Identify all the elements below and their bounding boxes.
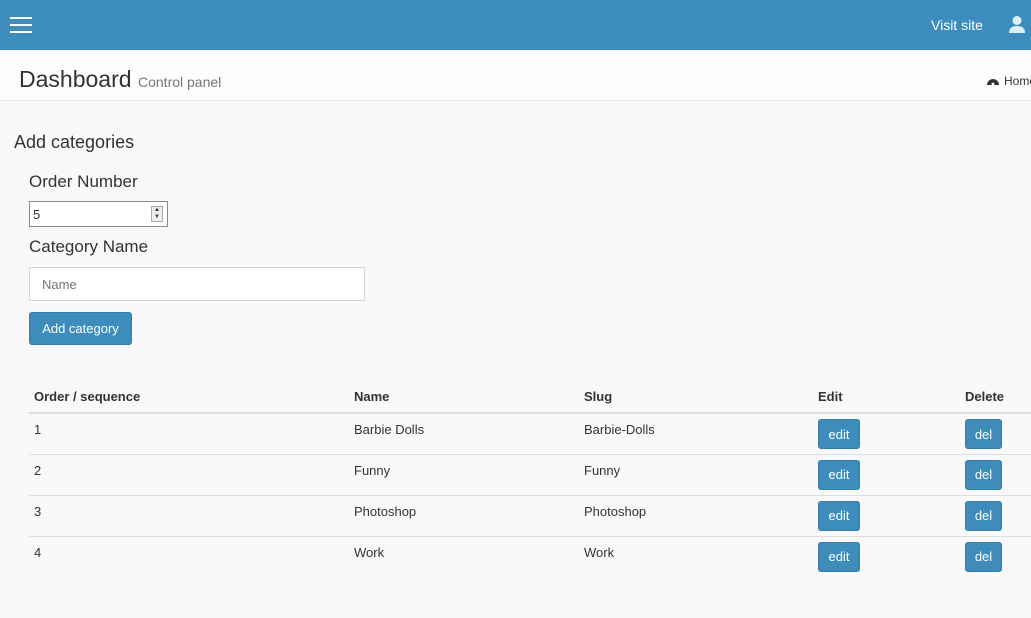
category-name-label: Category Name (29, 237, 149, 256)
delete-button[interactable]: del (965, 459, 1002, 490)
col-order: Order / sequence (29, 381, 349, 414)
edit-button[interactable]: edit (818, 459, 860, 490)
table-row: 3 Photoshop Photoshop edit del (29, 494, 1031, 536)
order-number-value: 5 (33, 207, 41, 222)
add-category-button[interactable]: Add category (29, 312, 132, 345)
delete-button[interactable]: del (965, 541, 1002, 572)
page-title: Dashboard (19, 66, 132, 92)
page-subtitle: Control panel (138, 74, 222, 90)
cell-edit: edit (813, 535, 960, 577)
delete-button[interactable]: del (965, 419, 1002, 449)
cell-order: 3 (29, 494, 349, 536)
user-icon[interactable] (1008, 15, 1026, 33)
content-header: Dashboard Control panel Home (0, 50, 1031, 101)
dashboard-icon (987, 79, 999, 86)
delete-button[interactable]: del (965, 500, 1002, 531)
table-row: 4 Work Work edit del (29, 535, 1031, 577)
breadcrumb-home[interactable]: Home (987, 74, 1031, 88)
cell-order: 4 (29, 535, 349, 577)
hamburger-icon[interactable] (10, 17, 32, 33)
breadcrumb-label: Home (1004, 74, 1031, 88)
cell-delete: del (960, 412, 1031, 454)
cell-slug: Funny (579, 453, 813, 495)
col-slug: Slug (579, 381, 813, 414)
top-navbar: Visit site (0, 0, 1031, 50)
cell-name: Funny (349, 453, 579, 495)
order-number-input[interactable]: 5 ▲ ▼ (29, 201, 168, 227)
cell-name: Work (349, 535, 579, 577)
cell-edit: edit (813, 494, 960, 536)
edit-button[interactable]: edit (818, 419, 860, 449)
edit-button[interactable]: edit (818, 500, 860, 531)
table-row: 2 Funny Funny edit del (29, 453, 1031, 495)
cell-delete: del (960, 535, 1031, 577)
visit-site-link[interactable]: Visit site (931, 17, 983, 33)
cell-edit: edit (813, 412, 960, 454)
cell-delete: del (960, 494, 1031, 536)
category-name-input[interactable] (29, 267, 365, 301)
cell-slug: Barbie-Dolls (579, 412, 813, 454)
col-name: Name (349, 381, 579, 414)
cell-name: Barbie Dolls (349, 412, 579, 454)
cell-order: 1 (29, 412, 349, 454)
section-heading: Add categories (14, 132, 135, 152)
cell-slug: Photoshop (579, 494, 813, 536)
col-edit: Edit (813, 381, 960, 414)
col-delete: Delete (960, 381, 1031, 414)
cell-slug: Work (579, 535, 813, 577)
cell-name: Photoshop (349, 494, 579, 536)
order-number-label: Order Number (29, 172, 138, 191)
cell-delete: del (960, 453, 1031, 495)
edit-button[interactable]: edit (818, 541, 860, 572)
spinner-arrows[interactable]: ▲ ▼ (151, 206, 163, 222)
cell-order: 2 (29, 453, 349, 495)
cell-edit: edit (813, 453, 960, 495)
categories-table: Order / sequence Name Slug Edit Delete 1… (29, 381, 1031, 577)
table-row: 1 Barbie Dolls Barbie-Dolls edit del (29, 412, 1031, 454)
